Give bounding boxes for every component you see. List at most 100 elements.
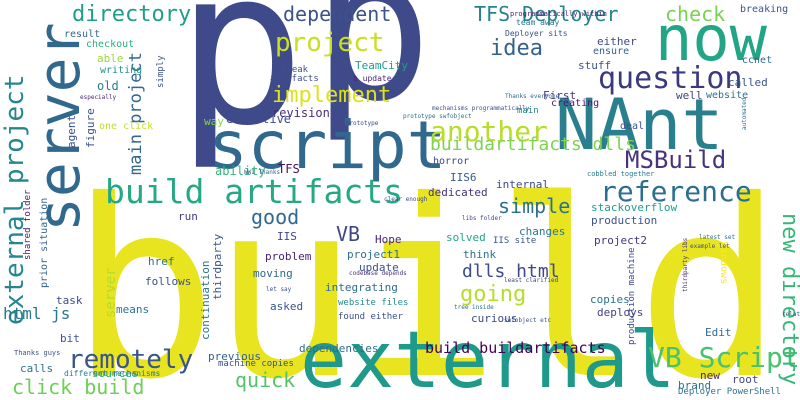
word-ensure: ensure bbox=[593, 46, 630, 57]
word-p-right: p bbox=[312, 0, 433, 146]
word-creating: creating bbox=[551, 98, 600, 109]
word-effective: effective bbox=[226, 112, 292, 126]
word-reference: reference bbox=[600, 175, 752, 208]
word-means: means bbox=[116, 303, 150, 316]
word-tree-inside: tree inside bbox=[454, 304, 494, 311]
word-either: either bbox=[597, 35, 637, 48]
word-going: going bbox=[460, 282, 527, 307]
word-quick: quick bbox=[235, 368, 296, 392]
word-dlls-html: dlls html bbox=[462, 261, 560, 282]
word-internal: internal bbox=[496, 178, 549, 191]
word-artifacts: artifacts bbox=[270, 74, 319, 84]
word-project2: project2 bbox=[594, 234, 647, 247]
word-new-directory: new directory bbox=[777, 213, 800, 386]
word-shared-folder: shared folder bbox=[23, 189, 33, 260]
word-tfs: TFS bbox=[278, 162, 300, 176]
word-able: able bbox=[97, 52, 124, 65]
word-html-js: html js bbox=[3, 304, 71, 323]
word-external: external bbox=[300, 316, 676, 400]
word-project: project bbox=[275, 28, 385, 58]
word-solved: solved bbox=[446, 231, 486, 244]
word-project1: project1 bbox=[347, 248, 400, 261]
word-msbuild: MSBuild bbox=[625, 146, 727, 174]
word-production-machine: production machine bbox=[627, 247, 637, 345]
word-href: href bbox=[148, 255, 175, 268]
word-least-clarified: least clarified bbox=[504, 277, 559, 284]
word-break: break bbox=[281, 65, 309, 75]
word-directory: directory bbox=[72, 2, 192, 27]
word-hope: Hope bbox=[375, 233, 402, 246]
word-mechanisms-programmatically: mechanisms programmatically bbox=[432, 105, 530, 112]
word-team-away: team away bbox=[516, 18, 560, 27]
word-calls: calls bbox=[20, 362, 54, 375]
word-different-mechanisms: different mechanisms bbox=[64, 369, 161, 378]
word-one-click: one click bbox=[99, 121, 154, 132]
word-eg-prototype: eg prototype bbox=[335, 120, 379, 127]
word-machine-copies: machine copies bbox=[218, 359, 294, 369]
word-old: old bbox=[97, 79, 119, 93]
word-p-left: p bbox=[176, 0, 306, 173]
word-build-artifacts: build artifacts bbox=[105, 172, 404, 211]
word-idea: idea bbox=[490, 36, 543, 61]
word-writing: writing bbox=[100, 65, 143, 76]
word-revision: revision bbox=[272, 106, 330, 120]
word-ccnet: ccnet bbox=[742, 55, 773, 66]
word-good: good bbox=[251, 205, 300, 229]
word-dependent: dependent bbox=[283, 2, 392, 26]
word-libs-folder: libs folder bbox=[462, 215, 502, 222]
word-thanks-guys: Thanks guys bbox=[14, 349, 61, 357]
word-way: way bbox=[204, 115, 224, 128]
word-prior-situation: prior situation bbox=[39, 197, 50, 288]
word-checkout: checkout bbox=[86, 39, 135, 50]
word-stackoverflow: stackoverflow bbox=[591, 201, 678, 214]
word-edit: Edit bbox=[705, 326, 732, 339]
word-follows: follows bbox=[145, 275, 192, 288]
word-changes: changes bbox=[519, 225, 566, 238]
word-iis: IIS bbox=[277, 230, 297, 243]
word-automated: automated bbox=[741, 97, 748, 130]
word-root: root bbox=[732, 373, 759, 386]
word-cobbled-together: cobbled together bbox=[587, 170, 655, 178]
word-especially: especially bbox=[80, 94, 117, 101]
word-previous: previous bbox=[208, 350, 261, 363]
word-brand: brand bbox=[678, 379, 712, 392]
word-bit: bit bbox=[60, 332, 80, 345]
word-curious: curious bbox=[471, 312, 518, 325]
word-thanks-everyone: Thanks everyone bbox=[505, 93, 560, 100]
word-now: now bbox=[655, 2, 767, 75]
word-iis-site: IIS site bbox=[493, 236, 537, 246]
word-build: build bbox=[70, 148, 784, 400]
word-tfs-deployer: TFS Deployer bbox=[474, 2, 619, 26]
word-codebase-depends: codebase depends bbox=[349, 270, 407, 277]
word-production: production bbox=[591, 214, 658, 227]
word-ability: ability bbox=[215, 164, 266, 178]
word-nant: NAnt bbox=[555, 84, 724, 166]
word-check: check bbox=[665, 2, 726, 26]
word-asked: asked bbox=[270, 300, 304, 313]
word-continuation: continuation bbox=[199, 260, 212, 340]
word-buildartifacts-dlls: buildartifacts dlls bbox=[430, 134, 636, 155]
word-well: well bbox=[676, 89, 703, 102]
word-build-buildartifacts: build buildartifacts bbox=[425, 339, 606, 357]
word-deployer-sits: Deployer sits bbox=[505, 29, 568, 38]
word-figure: figure bbox=[84, 108, 97, 148]
word-related: related bbox=[782, 311, 800, 318]
word-breaking: breaking bbox=[740, 4, 789, 15]
word-problem: problem bbox=[265, 250, 312, 263]
word-task: task bbox=[56, 294, 83, 307]
word-update: update bbox=[359, 261, 399, 274]
word-integrating: integrating bbox=[325, 281, 398, 294]
word-dependencies: dependencies bbox=[299, 342, 379, 355]
word-first: First bbox=[543, 89, 577, 102]
word-another: another bbox=[430, 115, 549, 148]
word-vb-script: VB Script bbox=[648, 341, 800, 374]
word-website-files: website files bbox=[338, 298, 409, 308]
word-think: think bbox=[463, 248, 497, 261]
word-vb: VB bbox=[336, 222, 361, 246]
word-latest-set: latest set bbox=[699, 234, 736, 241]
word-remotely: remotely bbox=[68, 345, 194, 375]
word-example-let: example let bbox=[690, 243, 730, 250]
word-click-build: click build bbox=[12, 375, 145, 399]
word-deployer-powershell: Deployer PowerShell bbox=[678, 387, 781, 397]
